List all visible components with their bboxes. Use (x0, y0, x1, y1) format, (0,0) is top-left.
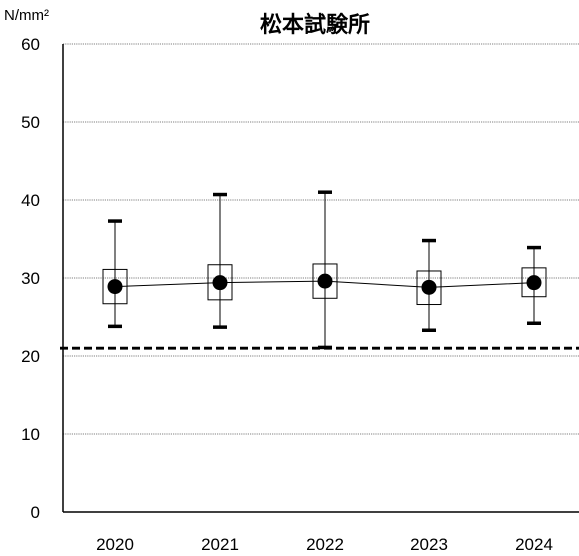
y-tick-label-10: 10 (21, 425, 40, 444)
box-2022 (312, 190, 338, 350)
x-tick-labels: 2020 2021 2022 2023 2024 (96, 535, 553, 554)
y-tick-label-30: 30 (21, 269, 40, 288)
x-tick-label-2020: 2020 (96, 535, 134, 554)
mean-point-2021 (212, 275, 228, 291)
x-tick-label-2021: 2021 (201, 535, 239, 554)
y-axis-unit: N/mm² (4, 7, 49, 24)
mean-point-2022 (317, 273, 333, 289)
box-2023 (416, 238, 442, 333)
chart-title: 松本試験所 (260, 12, 370, 38)
box-rect-2024 (521, 267, 547, 298)
box-2024 (521, 245, 547, 325)
y-tick-label-20: 20 (21, 347, 40, 366)
box-rect-2022 (312, 263, 338, 299)
series-group (102, 190, 547, 350)
box-rect-2021 (207, 264, 233, 301)
y-tick-label-0: 0 (31, 503, 40, 522)
y-tick-label-50: 50 (21, 113, 40, 132)
y-tick-label-40: 40 (21, 191, 40, 210)
y-tick-labels: 0 10 20 30 40 50 60 (21, 35, 40, 522)
mean-point-2024 (526, 275, 542, 291)
x-tick-label-2023: 2023 (410, 535, 448, 554)
x-tick-label-2024: 2024 (515, 535, 553, 554)
box-rect-2023 (416, 270, 442, 306)
mean-point-2020 (107, 279, 123, 295)
box-rect-2020 (102, 268, 128, 305)
y-tick-label-60: 60 (21, 35, 40, 54)
x-tick-label-2022: 2022 (306, 535, 344, 554)
gridlines (63, 43, 579, 435)
box-2021 (207, 192, 233, 329)
mean-point-2023 (421, 279, 437, 295)
axes (62, 44, 579, 513)
box-2020 (102, 219, 128, 329)
